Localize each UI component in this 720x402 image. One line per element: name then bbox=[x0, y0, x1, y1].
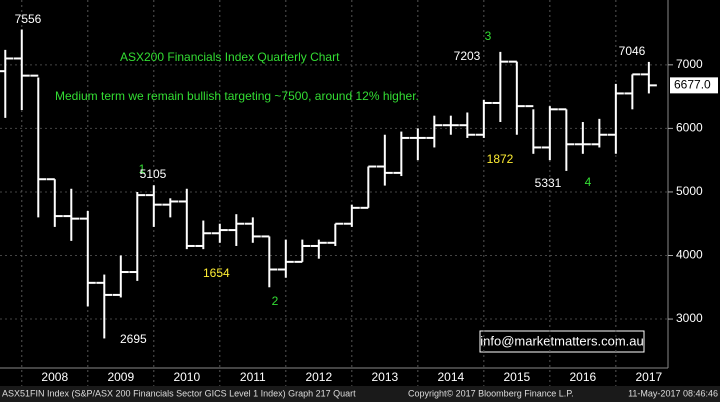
y-tick-label: 6000 bbox=[676, 121, 703, 135]
last-price-label: 6677.0 bbox=[674, 78, 711, 92]
watermark-box bbox=[479, 330, 645, 353]
annotation: 2 bbox=[272, 294, 279, 308]
x-tick-label: 2009 bbox=[107, 370, 134, 384]
x-tick-label: 2013 bbox=[371, 370, 398, 384]
x-tick-label: 2011 bbox=[240, 370, 266, 384]
watermark: info@marketmatters.com.au bbox=[480, 333, 643, 348]
annotation: 1872 bbox=[487, 152, 514, 166]
annotation: ASX200 Financials Index Quarterly Chart bbox=[120, 50, 340, 64]
annotation: 7203 bbox=[454, 49, 481, 63]
annotation: 2695 bbox=[120, 332, 147, 346]
last-price-box bbox=[670, 77, 718, 94]
annotation: 7556 bbox=[15, 12, 42, 26]
y-tick-label: 5000 bbox=[676, 184, 703, 198]
x-tick-label: 2012 bbox=[305, 370, 332, 384]
y-tick-label: 7000 bbox=[676, 57, 703, 71]
footer-bar bbox=[0, 386, 720, 402]
x-tick-label: 2015 bbox=[503, 370, 530, 384]
annotation: 1654 bbox=[203, 266, 230, 280]
annotation: 1 bbox=[139, 162, 146, 176]
x-tick-label: 2016 bbox=[569, 370, 596, 384]
annotation: 4 bbox=[585, 175, 592, 189]
x-tick-label: 2014 bbox=[437, 370, 464, 384]
x-tick-label: 2008 bbox=[41, 370, 68, 384]
footer-left: ASX51FIN Index (S&P/ASX 200 Financials S… bbox=[2, 388, 356, 398]
y-tick-label: 3000 bbox=[676, 311, 703, 325]
annotation: 3 bbox=[485, 29, 492, 43]
x-tick-label: 2010 bbox=[173, 370, 200, 384]
annotation: Medium term we remain bullish targeting … bbox=[55, 89, 419, 103]
y-tick-label: 4000 bbox=[676, 248, 703, 262]
annotation: 5105 bbox=[140, 167, 167, 181]
annotation: 5331 bbox=[535, 176, 562, 190]
annotation: 7046 bbox=[619, 44, 646, 58]
footer-center: Copyright© 2017 Bloomberg Finance L.P. bbox=[408, 388, 574, 398]
x-tick-label: 2017 bbox=[636, 370, 663, 384]
footer-right: 11-May-2017 08:46:46 bbox=[628, 388, 718, 398]
